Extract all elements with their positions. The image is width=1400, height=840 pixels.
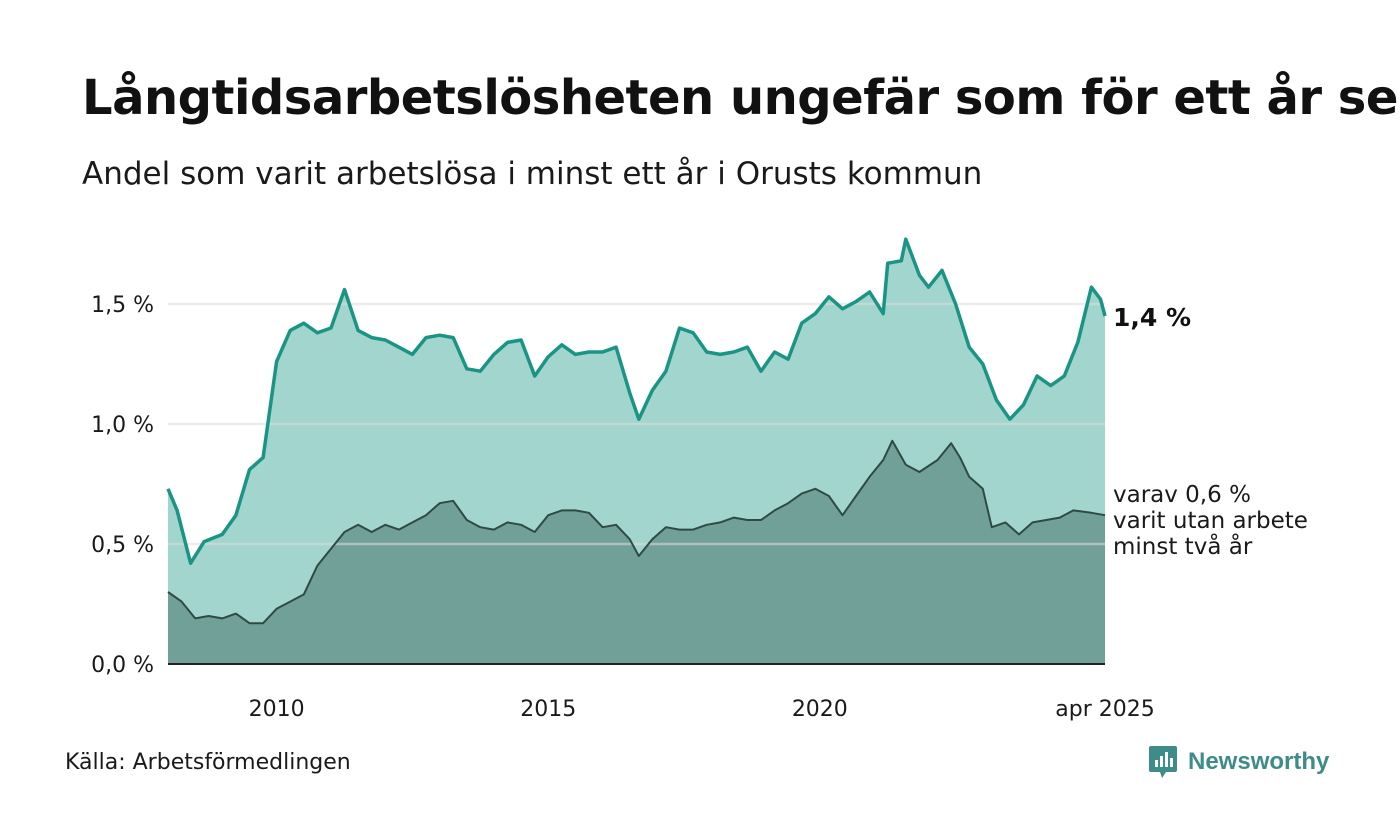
total-line [166, 237, 1107, 565]
brand-name: Newsworthy [1188, 748, 1330, 775]
y-tick-label-3: 1,5 % [91, 293, 154, 318]
sub-label-line-1: varav 0,6 % [1113, 482, 1251, 508]
x-tick-label-3: apr 2025 [1055, 697, 1154, 722]
total-end-label: 1,4 % [1113, 303, 1192, 332]
chart-title: Långtidsarbetslösheten ungefär som för e… [82, 70, 1400, 126]
x-tick-label-0: 2010 [249, 697, 305, 722]
sub-label-line-3: minst två år [1113, 534, 1253, 560]
sub-line [167, 439, 1106, 625]
sub-series-label: varav 0,6 % varit utan arbete minst två … [1113, 482, 1308, 560]
sub-label-line-2: varit utan arbete [1113, 508, 1308, 534]
source-note: Källa: Arbetsförmedlingen [65, 750, 351, 775]
chart-subtitle: Andel som varit arbetslösa i minst ett å… [82, 156, 983, 192]
brand-logo[interactable]: Newsworthy [1148, 744, 1329, 780]
y-tick-label-0: 0,0 % [91, 653, 154, 678]
newsworthy-logo-icon [1149, 746, 1177, 778]
y-tick-label-2: 1,0 % [91, 413, 154, 438]
x-tick-label-1: 2015 [520, 697, 576, 722]
y-tick-label-1: 0,5 % [91, 533, 154, 558]
x-tick-label-2: 2020 [792, 697, 848, 722]
